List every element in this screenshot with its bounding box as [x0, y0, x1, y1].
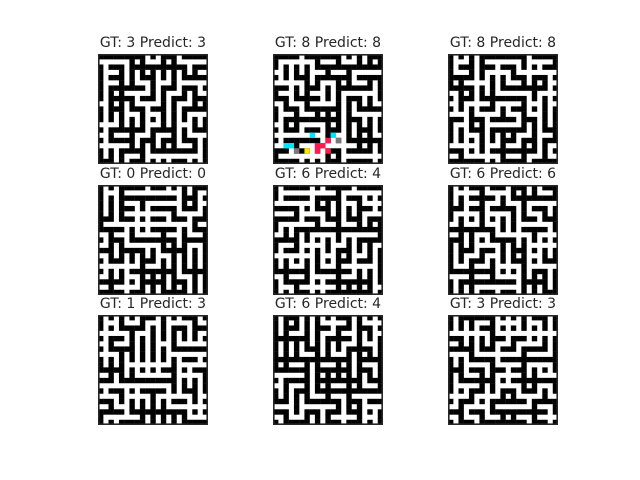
panel-frame [98, 315, 208, 425]
maze-image [273, 315, 383, 425]
maze-image [273, 54, 383, 164]
panel-frame [448, 54, 558, 164]
maze-image [448, 315, 558, 425]
panel-title: GT: 6 Predict: 4 [274, 296, 382, 312]
panel-title: GT: 8 Predict: 8 [274, 35, 382, 51]
panel-title: GT: 6 Predict: 6 [449, 166, 557, 182]
maze-image [98, 315, 208, 425]
panel-frame [98, 185, 208, 295]
panel-frame [448, 185, 558, 295]
maze-image [98, 185, 208, 295]
panel-frame [98, 54, 208, 164]
maze-image [98, 54, 208, 164]
panel-frame [273, 185, 383, 295]
panel-title: GT: 3 Predict: 3 [449, 296, 557, 312]
maze-image [448, 185, 558, 295]
maze-image [448, 54, 558, 164]
panel-title: GT: 0 Predict: 0 [99, 166, 207, 182]
panel-title: GT: 3 Predict: 3 [99, 35, 207, 51]
panel-frame [273, 54, 383, 164]
panel-title: GT: 1 Predict: 3 [99, 296, 207, 312]
panel-frame [273, 315, 383, 425]
panel-title: GT: 6 Predict: 4 [274, 166, 382, 182]
panel-frame [448, 315, 558, 425]
maze-image [273, 185, 383, 295]
panel-title: GT: 8 Predict: 8 [449, 35, 557, 51]
